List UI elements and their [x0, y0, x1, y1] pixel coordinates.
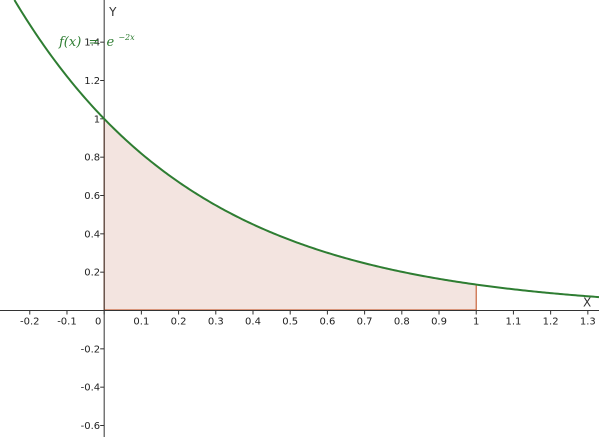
x-tick-label: 0.9 — [431, 317, 447, 328]
x-tick-label: 1.3 — [580, 317, 596, 328]
function-curve — [13, 0, 599, 299]
x-tick-label: 0.2 — [171, 317, 187, 328]
y-tick-label: -0.4 — [81, 383, 101, 394]
y-tick-label: 0.8 — [84, 153, 100, 164]
y-axis-label: Y — [108, 5, 117, 19]
x-tick-label: 0.5 — [282, 317, 298, 328]
y-tick-label: 1 — [94, 114, 100, 125]
x-tick-label: 0.6 — [319, 317, 335, 328]
x-tick-label: 0 — [95, 317, 101, 328]
function-label-exponent: −2x — [118, 33, 135, 42]
function-label: f(x) = e −2x — [58, 33, 135, 50]
y-tick-label: -0.6 — [81, 421, 101, 432]
x-tick-label: 0.3 — [208, 317, 224, 328]
x-tick-label: -0.2 — [20, 317, 40, 328]
x-tick-label: 0.8 — [394, 317, 410, 328]
y-tick-label: 0.4 — [84, 229, 100, 240]
x-tick-label: 0.4 — [245, 317, 261, 328]
integral-area-layer — [103, 118, 477, 311]
x-tick-label: -0.1 — [57, 317, 77, 328]
x-tick-label: 1.1 — [505, 317, 521, 328]
ticks-layer: -0.2 -0.1 0 0.1 0.2 0.3 0.4 0.5 0.6 0.7 0.8 0.9 1 1.1… — [20, 38, 596, 432]
y-tick-label: 1.4 — [84, 38, 100, 49]
y-tick-label: 1.2 — [84, 76, 100, 87]
x-axis-label: X — [583, 296, 591, 310]
function-label-lhs: f(x) — [58, 35, 81, 50]
x-tick-label: 1.2 — [543, 317, 559, 328]
x-tick-label: 0.1 — [133, 317, 149, 328]
integral-area — [104, 118, 477, 311]
y-tick-label: -0.2 — [81, 344, 101, 355]
curve-layer — [13, 0, 599, 299]
y-tick-label: 0.6 — [84, 191, 100, 202]
x-tick-label: 0.7 — [357, 317, 373, 328]
y-tick-label: 0.2 — [84, 268, 100, 279]
x-tick-label: 1 — [473, 317, 479, 328]
function-label-equals: = — [88, 35, 99, 50]
function-label-base: e — [106, 35, 114, 50]
